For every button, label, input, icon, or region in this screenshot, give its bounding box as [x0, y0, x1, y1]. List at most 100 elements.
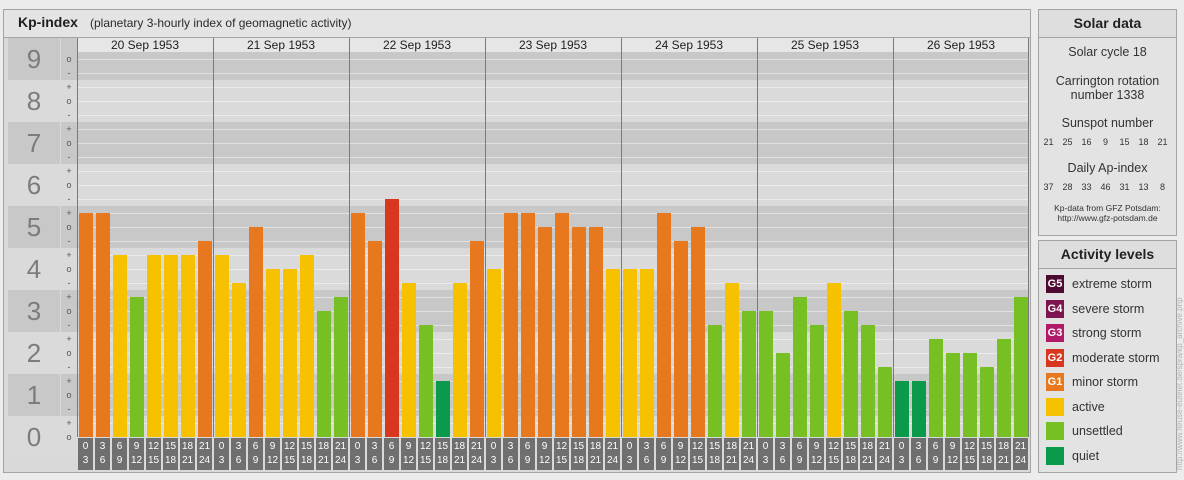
grid-line: [77, 185, 1029, 186]
kp-bar: [996, 339, 1011, 437]
legend-swatch: G2: [1046, 348, 1064, 367]
day-header: 25 Sep 1953: [790, 38, 860, 52]
day-separator: [621, 38, 622, 437]
hour-label-end: 3: [762, 455, 769, 466]
grid-line: [77, 115, 1029, 116]
y-tick-label: 8: [26, 86, 42, 116]
hour-label-end: 6: [915, 455, 922, 466]
y-band: 0: [8, 416, 60, 458]
y-tick-label: 9: [26, 44, 42, 74]
kp-bar: [741, 311, 756, 437]
y-axis-minor-labels: o + - o + - o + - o + - o + - o + - o + - o + - o + - o: [61, 38, 77, 458]
carrington-rotation-number: number 1338: [1070, 88, 1145, 102]
date-header-row: [77, 38, 1029, 52]
hour-label: 9 12: [809, 438, 824, 470]
hour-label-end: 24: [878, 455, 891, 466]
hour-label-start: 12: [827, 441, 840, 452]
y-band: 3: [8, 290, 60, 332]
hour-label-end: 21: [181, 455, 194, 466]
hour-label-start: 21: [334, 441, 347, 452]
hour-label-start: 15: [300, 441, 313, 452]
y-minor-tick-label: +: [66, 124, 72, 134]
ap-value: 8: [1159, 182, 1165, 192]
kp-bar: [554, 213, 569, 437]
legend-swatch: [1046, 422, 1064, 440]
hour-label-start: 3: [371, 441, 378, 452]
hour-label: 15 18: [707, 438, 722, 470]
legend-swatch: G1: [1046, 373, 1064, 391]
kp-bar: [418, 324, 433, 437]
hour-label-end: 6: [507, 455, 514, 466]
hour-label-end: 9: [252, 455, 259, 466]
legend-label: minor storm: [1072, 375, 1138, 389]
kp-bar: [605, 269, 620, 437]
y-minor-tick-label: o: [66, 348, 72, 358]
hour-label-end: 6: [779, 455, 786, 466]
y-minor-tick-label: +: [66, 250, 72, 260]
hour-label: 12 15: [282, 438, 297, 470]
y-minor-band: [61, 374, 77, 416]
hour-label-end: 24: [742, 455, 755, 466]
hour-label: 18 21: [316, 438, 331, 470]
y-minor-tick-label: +: [66, 208, 72, 218]
legend-label: extreme storm: [1072, 277, 1152, 291]
y-minor-band: [61, 122, 77, 164]
kp-bar: [452, 282, 467, 437]
legend-item: quiet: [1039, 446, 1176, 465]
day-separator: [485, 38, 486, 437]
grid-band: [77, 206, 1029, 248]
storm-level-badge: G3: [1047, 327, 1063, 339]
kp-bar: [384, 198, 399, 437]
y-minor-tick-label: +: [66, 334, 72, 344]
storm-level-badge: G2: [1047, 351, 1063, 364]
grid-band: [77, 164, 1029, 206]
y-minor-band: [61, 80, 77, 122]
y-tick-label: 1: [26, 380, 42, 410]
solar-data-title: Solar data: [1039, 10, 1176, 38]
hour-label-end: 24: [470, 455, 483, 466]
hour-label-end: 15: [419, 455, 432, 466]
kp-bar: [758, 311, 773, 437]
hour-label-start: 3: [779, 441, 786, 452]
hour-label-end: 15: [691, 455, 704, 466]
hour-label: 12 15: [690, 438, 705, 470]
carrington-rotation-label: Carrington rotation: [1055, 74, 1160, 88]
hour-label: 12 15: [146, 438, 161, 470]
y-minor-tick-label: o: [66, 138, 72, 148]
sunspot-value: 16: [1081, 137, 1092, 147]
ap-value: 37: [1043, 182, 1054, 192]
kp-bar: [299, 255, 314, 437]
y-minor-band: [61, 416, 77, 458]
storm-level-badge: G4: [1047, 302, 1063, 315]
kp-bar: [707, 324, 722, 437]
kp-bar: [1013, 297, 1028, 437]
hour-label-end: 12: [946, 455, 959, 466]
hour-label-end: 12: [130, 455, 143, 466]
grid-line: [77, 423, 1029, 424]
kp-bar: [401, 282, 416, 437]
sunspot-value: 21: [1157, 137, 1168, 147]
storm-level-badge: G5: [1047, 278, 1063, 290]
kp-bar: [248, 227, 263, 437]
hour-label: 18 21: [724, 438, 739, 470]
hour-label: 21 24: [1013, 438, 1028, 470]
hour-label-start: 6: [932, 441, 939, 452]
hour-label: 21 24: [877, 438, 892, 470]
y-minor-band: [61, 38, 77, 80]
hour-label: 9 12: [401, 438, 416, 470]
sunspot-value: 18: [1138, 137, 1149, 147]
y-minor-tick-label: -: [67, 278, 71, 288]
ap-index-label: Daily Ap-index: [1067, 161, 1148, 175]
legend-label: active: [1072, 399, 1105, 414]
grid-line: [77, 241, 1029, 242]
hour-label: 9 12: [265, 438, 280, 470]
y-minor-tick-label: -: [67, 404, 71, 414]
